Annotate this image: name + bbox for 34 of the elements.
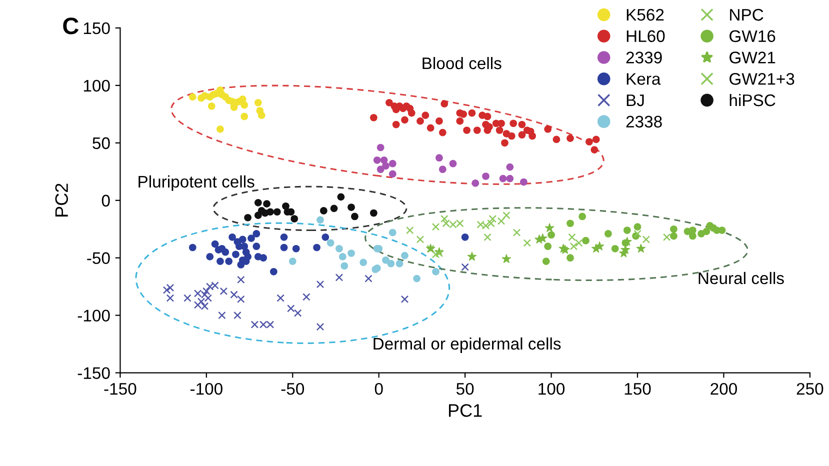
legend-label: GW16	[730, 30, 776, 42]
x-tick-label: 200	[710, 382, 737, 395]
legend-label: HL60	[626, 30, 665, 42]
annotation: Pluripotent cells	[138, 175, 254, 191]
annotation: Neural cells	[698, 272, 784, 284]
x-tick-label: 0	[374, 382, 383, 395]
legend-label: hiPSC	[730, 94, 776, 106]
y-axis-title: PC2	[55, 184, 68, 216]
x-tick-label: 150	[624, 382, 651, 395]
y-tick-label: -150	[78, 367, 110, 380]
annotation: Dermal or epidermal cells	[374, 337, 561, 353]
y-tick-label: 150	[84, 22, 110, 34]
legend-label: GW21	[730, 52, 776, 64]
x-tick-label: -50	[281, 382, 304, 395]
legend-label: GW21+3	[730, 73, 794, 85]
y-tick-label: -50	[87, 252, 110, 264]
x-tick-label: -100	[190, 382, 222, 395]
legend-label: BJ	[626, 94, 644, 106]
legend-label: Kera	[626, 73, 661, 85]
y-tick-label: 0	[102, 194, 110, 207]
x-tick-label: 100	[538, 382, 565, 395]
y-tick-label: 50	[92, 137, 110, 150]
text: C	[63, 18, 79, 34]
y-tick-label: -100	[78, 310, 110, 322]
legend-label: 2339	[626, 52, 662, 64]
legend-label: NPC	[730, 8, 764, 21]
annotation: Blood cells	[422, 56, 502, 70]
legend-label: K562	[626, 8, 664, 21]
x-tick-label: 250	[796, 382, 824, 395]
y-tick-label: 100	[84, 80, 110, 92]
x-axis-title: PC1	[448, 404, 482, 417]
x-tick-label: -150	[104, 382, 136, 395]
x-tick-label: 50	[456, 382, 474, 395]
legend-label: 2338	[626, 116, 662, 128]
